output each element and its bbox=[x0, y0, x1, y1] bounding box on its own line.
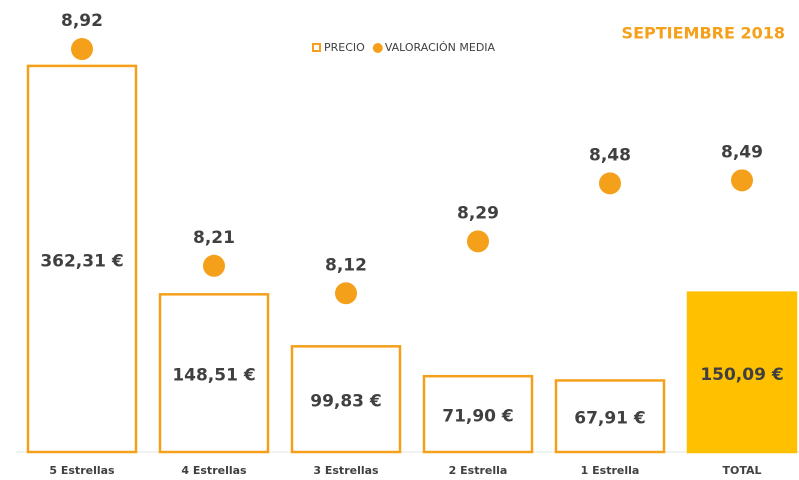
x-tick-label: TOTAL bbox=[722, 464, 761, 477]
bar bbox=[290, 345, 402, 454]
chart-title: SEPTIEMBRE 2018 bbox=[622, 24, 785, 43]
bar-value-label: 362,31 € bbox=[40, 251, 123, 271]
bar-value-label: 99,83 € bbox=[310, 392, 382, 412]
bar bbox=[158, 293, 270, 454]
x-tick-label: 5 Estrellas bbox=[49, 464, 115, 477]
x-tick-label: 4 Estrellas bbox=[181, 464, 247, 477]
bar-value-label: 71,90 € bbox=[442, 407, 514, 427]
rating-dot bbox=[203, 254, 225, 277]
rating-value-label: 8,49 bbox=[721, 142, 763, 162]
rating-value-label: 8,29 bbox=[457, 203, 499, 223]
rating-value-label: 8,12 bbox=[325, 255, 367, 275]
legend-swatch bbox=[312, 43, 321, 52]
rating-dot bbox=[335, 282, 357, 305]
bar-value-label: 67,91 € bbox=[574, 409, 646, 429]
legend-label: VALORACIÓN MEDIA bbox=[385, 41, 496, 54]
rating-value-label: 8,92 bbox=[61, 11, 103, 31]
rating-dot bbox=[731, 169, 753, 192]
rating-value-label: 8,48 bbox=[589, 145, 631, 165]
legend-label: PRECIO bbox=[324, 41, 365, 54]
rating-dot bbox=[71, 38, 93, 61]
x-tick-label: 2 Estrella bbox=[449, 464, 508, 477]
legend-swatch bbox=[372, 43, 383, 53]
bar bbox=[554, 379, 666, 454]
rating-dot bbox=[467, 230, 489, 253]
bar bbox=[26, 64, 138, 454]
bar-value-label: 148,51 € bbox=[172, 366, 255, 386]
rating-value-label: 8,21 bbox=[193, 228, 235, 248]
x-tick-label: 3 Estrellas bbox=[313, 464, 379, 477]
rating-dot bbox=[599, 172, 621, 195]
bar bbox=[686, 291, 798, 454]
x-tick-label: 1 Estrella bbox=[581, 464, 640, 477]
bar-value-label: 150,09 € bbox=[700, 365, 783, 385]
bar bbox=[422, 374, 534, 454]
